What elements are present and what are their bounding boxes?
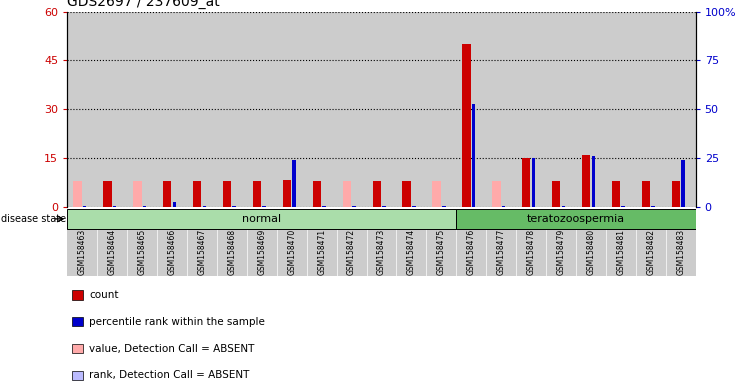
Bar [642, 181, 650, 207]
Text: GSM158463: GSM158463 [78, 229, 87, 275]
Bar [127, 12, 157, 207]
Bar [486, 12, 516, 207]
Bar [472, 104, 476, 207]
Text: GSM158470: GSM158470 [287, 229, 296, 275]
Bar [442, 206, 446, 207]
Bar [666, 12, 696, 207]
Bar [67, 12, 97, 207]
Bar [546, 12, 576, 207]
Text: GSM158477: GSM158477 [497, 229, 506, 275]
Bar [253, 181, 261, 207]
Text: GSM158479: GSM158479 [557, 229, 565, 275]
Bar [516, 12, 546, 207]
Bar [606, 12, 636, 207]
Bar [592, 156, 595, 207]
Text: GSM158474: GSM158474 [407, 229, 416, 275]
Bar [652, 206, 655, 207]
Bar [582, 155, 590, 207]
Bar [373, 181, 381, 207]
Text: GSM158471: GSM158471 [317, 229, 326, 275]
Bar [462, 44, 470, 207]
Bar [97, 12, 127, 207]
Bar [83, 206, 87, 207]
Text: GSM158473: GSM158473 [377, 229, 386, 275]
Bar [337, 12, 367, 207]
Text: teratozoospermia: teratozoospermia [527, 214, 625, 224]
Bar [72, 290, 83, 300]
Bar [203, 206, 206, 207]
Text: GSM158476: GSM158476 [467, 229, 476, 275]
Bar [432, 181, 441, 207]
Bar [313, 181, 321, 207]
Text: GSM158469: GSM158469 [257, 229, 266, 275]
Text: GSM158465: GSM158465 [138, 229, 147, 275]
Text: value, Detection Call = ABSENT: value, Detection Call = ABSENT [89, 344, 254, 354]
Text: count: count [89, 290, 119, 300]
Bar [382, 206, 386, 207]
Text: GSM158481: GSM158481 [616, 229, 625, 275]
Bar [322, 206, 326, 207]
Bar [426, 12, 456, 207]
Bar [292, 161, 296, 207]
Bar [502, 206, 506, 207]
Bar [672, 181, 680, 207]
Bar [73, 181, 82, 207]
FancyBboxPatch shape [67, 209, 456, 229]
Bar [223, 181, 231, 207]
Text: GSM158467: GSM158467 [197, 229, 206, 275]
Bar [307, 12, 337, 207]
Bar [103, 181, 111, 207]
Bar [263, 206, 266, 207]
Bar [532, 158, 536, 207]
Bar [576, 12, 606, 207]
Text: GSM158475: GSM158475 [437, 229, 446, 275]
Text: GSM158472: GSM158472 [347, 229, 356, 275]
Text: GDS2697 / 237609_at: GDS2697 / 237609_at [67, 0, 220, 9]
Bar [636, 12, 666, 207]
Text: percentile rank within the sample: percentile rank within the sample [89, 317, 266, 327]
Bar [173, 202, 177, 207]
Bar [72, 317, 83, 326]
Bar [402, 181, 411, 207]
Bar [396, 12, 426, 207]
Bar [352, 206, 356, 207]
Text: GSM158483: GSM158483 [676, 229, 685, 275]
Bar [143, 206, 147, 207]
Bar [612, 181, 620, 207]
FancyBboxPatch shape [456, 209, 696, 229]
Text: disease state: disease state [1, 214, 67, 224]
Bar [247, 12, 277, 207]
Bar [217, 12, 247, 207]
Bar [522, 158, 530, 207]
Bar [412, 206, 416, 207]
Bar [367, 12, 396, 207]
Bar [113, 206, 117, 207]
Bar [456, 12, 486, 207]
Bar [163, 181, 171, 207]
Bar [492, 181, 500, 207]
Bar [187, 12, 217, 207]
Bar [681, 161, 685, 207]
Bar [157, 12, 187, 207]
Bar [277, 12, 307, 207]
Bar [133, 181, 141, 207]
Bar [552, 181, 560, 207]
Text: GSM158482: GSM158482 [646, 229, 655, 275]
Bar [233, 206, 236, 207]
Bar [283, 180, 291, 207]
Text: GSM158480: GSM158480 [586, 229, 595, 275]
Bar [343, 181, 351, 207]
Text: normal: normal [242, 214, 281, 224]
Bar [622, 206, 625, 207]
Text: GSM158478: GSM158478 [527, 229, 536, 275]
Text: GSM158468: GSM158468 [227, 229, 236, 275]
Bar [72, 344, 83, 353]
Bar [562, 206, 565, 207]
Text: GSM158464: GSM158464 [108, 229, 117, 275]
Text: GSM158466: GSM158466 [168, 229, 177, 275]
Text: rank, Detection Call = ABSENT: rank, Detection Call = ABSENT [89, 371, 250, 381]
Bar [72, 371, 83, 380]
Bar [193, 181, 201, 207]
